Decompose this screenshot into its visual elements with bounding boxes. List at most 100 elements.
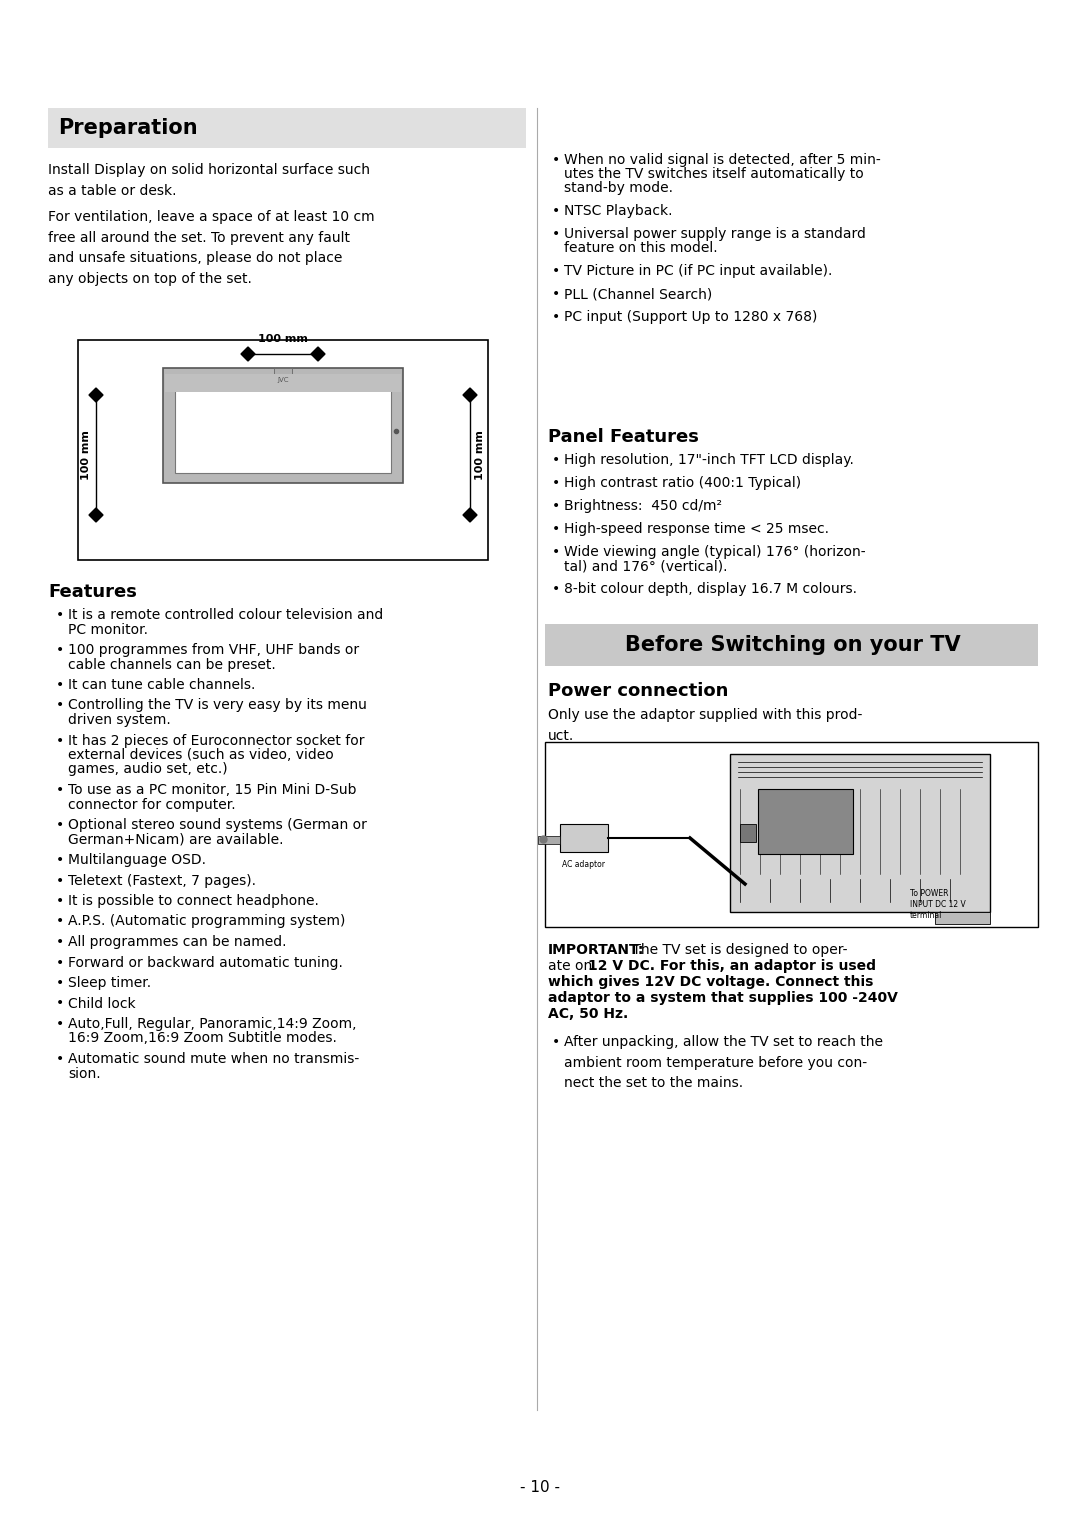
Text: which gives 12V DC voltage. Connect this: which gives 12V DC voltage. Connect this: [548, 975, 874, 989]
Text: JVC: JVC: [278, 377, 288, 384]
Polygon shape: [241, 347, 255, 361]
Text: To use as a PC monitor, 15 Pin Mini D-Sub: To use as a PC monitor, 15 Pin Mini D-Su…: [68, 782, 356, 798]
Text: •: •: [552, 1034, 561, 1050]
Text: •: •: [56, 935, 64, 949]
Text: PLL (Channel Search): PLL (Channel Search): [564, 287, 712, 301]
Text: connector for computer.: connector for computer.: [68, 798, 235, 811]
Text: It is a remote controlled colour television and: It is a remote controlled colour televis…: [68, 608, 383, 622]
Text: •: •: [552, 452, 561, 468]
Text: 100 mm: 100 mm: [475, 429, 485, 480]
Text: It has 2 pieces of Euroconnector socket for: It has 2 pieces of Euroconnector socket …: [68, 733, 365, 747]
Text: •: •: [552, 205, 561, 219]
Text: Install Display on solid horizontal surface such
as a table or desk.: Install Display on solid horizontal surf…: [48, 163, 370, 197]
Text: •: •: [552, 477, 561, 490]
Text: German+Nicam) are available.: German+Nicam) are available.: [68, 833, 283, 847]
Text: All programmes can be named.: All programmes can be named.: [68, 935, 286, 949]
Text: •: •: [56, 894, 64, 908]
Text: •: •: [552, 582, 561, 596]
Text: IMPORTANT:: IMPORTANT:: [548, 943, 645, 957]
Text: •: •: [552, 153, 561, 167]
Text: •: •: [552, 310, 561, 324]
Bar: [545, 743, 1038, 927]
Text: Sleep timer.: Sleep timer.: [68, 976, 151, 990]
Text: Panel Features: Panel Features: [548, 428, 699, 446]
Text: Features: Features: [48, 584, 137, 601]
Bar: [163, 368, 403, 483]
Text: •: •: [56, 976, 64, 990]
Bar: [203, 406, 363, 422]
Text: Teletext (Fastext, 7 pages).: Teletext (Fastext, 7 pages).: [68, 874, 256, 888]
Text: The TV set is designed to oper-: The TV set is designed to oper-: [627, 943, 848, 957]
Text: 8-bit colour depth, display 16.7 M colours.: 8-bit colour depth, display 16.7 M colou…: [564, 582, 858, 596]
Bar: [561, 824, 608, 853]
Text: utes the TV switches itself automatically to: utes the TV switches itself automaticall…: [564, 167, 864, 180]
Text: •: •: [552, 523, 561, 536]
Text: Power connection: Power connection: [548, 681, 728, 700]
Text: It is possible to connect headphone.: It is possible to connect headphone.: [68, 894, 319, 908]
Text: •: •: [552, 500, 561, 513]
Text: Forward or backward automatic tuning.: Forward or backward automatic tuning.: [68, 955, 342, 969]
Text: AC adaptor: AC adaptor: [563, 860, 606, 869]
Text: To POWER
INPUT DC 12 V
terminal: To POWER INPUT DC 12 V terminal: [910, 889, 966, 920]
Text: 100 programmes from VHF, UHF bands or: 100 programmes from VHF, UHF bands or: [68, 643, 360, 657]
Text: TV Picture in PC (if PC input available).: TV Picture in PC (if PC input available)…: [564, 264, 833, 278]
Text: adaptor to a system that supplies 100 -240V: adaptor to a system that supplies 100 -2…: [548, 992, 897, 1005]
Text: •: •: [56, 643, 64, 657]
Text: •: •: [56, 1051, 64, 1067]
Text: external devices (such as video, video: external devices (such as video, video: [68, 749, 334, 762]
Text: •: •: [552, 228, 561, 241]
Text: 100 mm: 100 mm: [258, 335, 308, 344]
Text: Universal power supply range is a standard: Universal power supply range is a standa…: [564, 228, 866, 241]
Text: PC input (Support Up to 1280 x 768): PC input (Support Up to 1280 x 768): [564, 310, 818, 324]
Polygon shape: [463, 388, 477, 402]
Polygon shape: [89, 388, 103, 402]
Ellipse shape: [248, 390, 318, 403]
Text: Brightness:  450 cd/m²: Brightness: 450 cd/m²: [564, 500, 723, 513]
Bar: [274, 368, 292, 390]
Text: driven system.: driven system.: [68, 714, 171, 727]
Text: AC, 50 Hz.: AC, 50 Hz.: [548, 1007, 629, 1021]
Text: cable channels can be preset.: cable channels can be preset.: [68, 657, 275, 671]
Text: •: •: [56, 996, 64, 1010]
Text: feature on this model.: feature on this model.: [564, 241, 717, 255]
Text: •: •: [56, 853, 64, 866]
Bar: [935, 912, 990, 924]
Text: Before Switching on your TV: Before Switching on your TV: [625, 636, 961, 656]
Bar: [538, 836, 561, 843]
Bar: [48, 108, 526, 148]
Polygon shape: [311, 347, 325, 361]
Bar: [730, 753, 990, 912]
Text: Optional stereo sound systems (German or: Optional stereo sound systems (German or: [68, 817, 367, 833]
Text: High resolution, 17"-inch TFT LCD display.: High resolution, 17"-inch TFT LCD displa…: [564, 452, 854, 468]
Text: •: •: [56, 914, 64, 929]
Text: •: •: [56, 874, 64, 888]
Text: •: •: [56, 955, 64, 969]
Text: Child lock: Child lock: [68, 996, 136, 1010]
Text: After unpacking, allow the TV set to reach the
ambient room temperature before y: After unpacking, allow the TV set to rea…: [564, 1034, 883, 1089]
Bar: [165, 374, 401, 393]
Text: Controlling the TV is very easy by its menu: Controlling the TV is very easy by its m…: [68, 698, 367, 712]
Bar: [175, 390, 391, 474]
Bar: [78, 341, 488, 559]
Text: NTSC Playback.: NTSC Playback.: [564, 205, 673, 219]
Text: A.P.S. (Automatic programming system): A.P.S. (Automatic programming system): [68, 914, 346, 929]
Text: For ventilation, leave a space of at least 10 cm
free all around the set. To pre: For ventilation, leave a space of at lea…: [48, 209, 375, 286]
Text: Wide viewing angle (typical) 176° (horizon-: Wide viewing angle (typical) 176° (horiz…: [564, 545, 866, 559]
Text: High-speed response time < 25 msec.: High-speed response time < 25 msec.: [564, 523, 829, 536]
Text: When no valid signal is detected, after 5 min-: When no valid signal is detected, after …: [564, 153, 881, 167]
Text: ate on: ate on: [548, 960, 596, 973]
Text: Preparation: Preparation: [58, 118, 198, 138]
Text: •: •: [56, 698, 64, 712]
Text: sion.: sion.: [68, 1067, 100, 1080]
Text: •: •: [56, 782, 64, 798]
Text: High contrast ratio (400:1 Typical): High contrast ratio (400:1 Typical): [564, 477, 801, 490]
Text: Automatic sound mute when no transmis-: Automatic sound mute when no transmis-: [68, 1051, 360, 1067]
Text: •: •: [552, 287, 561, 301]
Text: Auto,Full, Regular, Panoramic,14:9 Zoom,: Auto,Full, Regular, Panoramic,14:9 Zoom,: [68, 1018, 356, 1031]
Text: •: •: [56, 817, 64, 833]
Text: •: •: [56, 678, 64, 692]
Bar: [740, 824, 756, 842]
Text: •: •: [552, 264, 561, 278]
Text: 16:9 Zoom,16:9 Zoom Subtitle modes.: 16:9 Zoom,16:9 Zoom Subtitle modes.: [68, 1031, 337, 1045]
Text: 12 V DC. For this, an adaptor is used: 12 V DC. For this, an adaptor is used: [588, 960, 876, 973]
